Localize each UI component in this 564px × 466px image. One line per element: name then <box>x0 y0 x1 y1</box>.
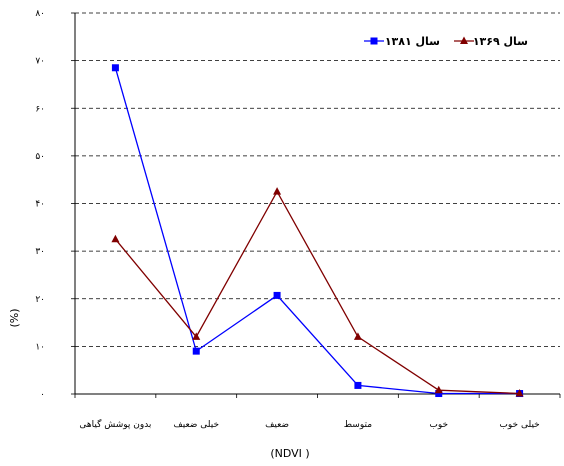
legend: سال ۱۳۸۱ سال ۱۳۶۹ <box>364 35 528 48</box>
series-2 <box>111 187 524 397</box>
x-tick-label: خیلی ضعیف <box>173 420 219 430</box>
y-tick-label: ۶۰ <box>35 104 45 114</box>
series-line <box>114 67 520 395</box>
x-tick-label: خوب <box>429 420 448 430</box>
series-1 <box>111 64 524 398</box>
legend-item-2: سال ۱۳۶۹ <box>454 35 528 48</box>
x-tick-label: ضعیف <box>265 420 289 430</box>
y-tick-label: ۰ <box>40 390 45 400</box>
legend-marker <box>460 36 468 44</box>
x-tick-label: بدون پوشش گیاهی <box>79 418 151 430</box>
data-point <box>111 234 120 243</box>
y-tick-label: ۱۰ <box>35 342 45 352</box>
gridlines <box>75 12 560 347</box>
x-tick-labels: بدون پوشش گیاهی خیلی ضعیف ضعیف متوسط خوب خیلی… <box>74 394 561 430</box>
y-tick-label: ۸۰ <box>35 9 45 19</box>
y-tick-label: ۴۰ <box>35 200 45 210</box>
legend-item-1: سال ۱۳۸۱ <box>364 35 440 48</box>
data-point <box>353 332 362 340</box>
x-axis-label: (NDVI ) <box>270 447 309 460</box>
data-point <box>273 291 281 299</box>
legend-label: سال ۱۳۸۱ <box>385 35 440 48</box>
series-group <box>111 64 524 398</box>
y-axis-label: (%) <box>8 308 21 327</box>
data-point <box>192 332 201 340</box>
data-point <box>435 390 443 398</box>
data-point <box>434 385 443 394</box>
legend-marker <box>370 37 378 45</box>
legend-label: سال ۱۳۶۹ <box>473 35 528 48</box>
y-tick-label: ۵۰ <box>35 152 45 162</box>
series-line <box>114 190 520 395</box>
data-point <box>354 381 362 389</box>
data-point <box>273 187 282 195</box>
y-tick-labels: ۰ ۱۰ ۲۰ ۳۰ ۴۰ ۵۰ ۶۰ ۷۰ ۸۰ <box>35 9 75 400</box>
x-tick-label: خیلی خوب <box>499 420 539 430</box>
y-tick-label: ۷۰ <box>35 57 45 67</box>
data-point <box>192 347 200 355</box>
y-tick-label: ۳۰ <box>35 247 45 257</box>
y-tick-label: ۲۰ <box>35 295 45 305</box>
x-tick-label: متوسط <box>344 420 372 430</box>
data-point <box>111 64 119 72</box>
data-point <box>515 389 524 397</box>
